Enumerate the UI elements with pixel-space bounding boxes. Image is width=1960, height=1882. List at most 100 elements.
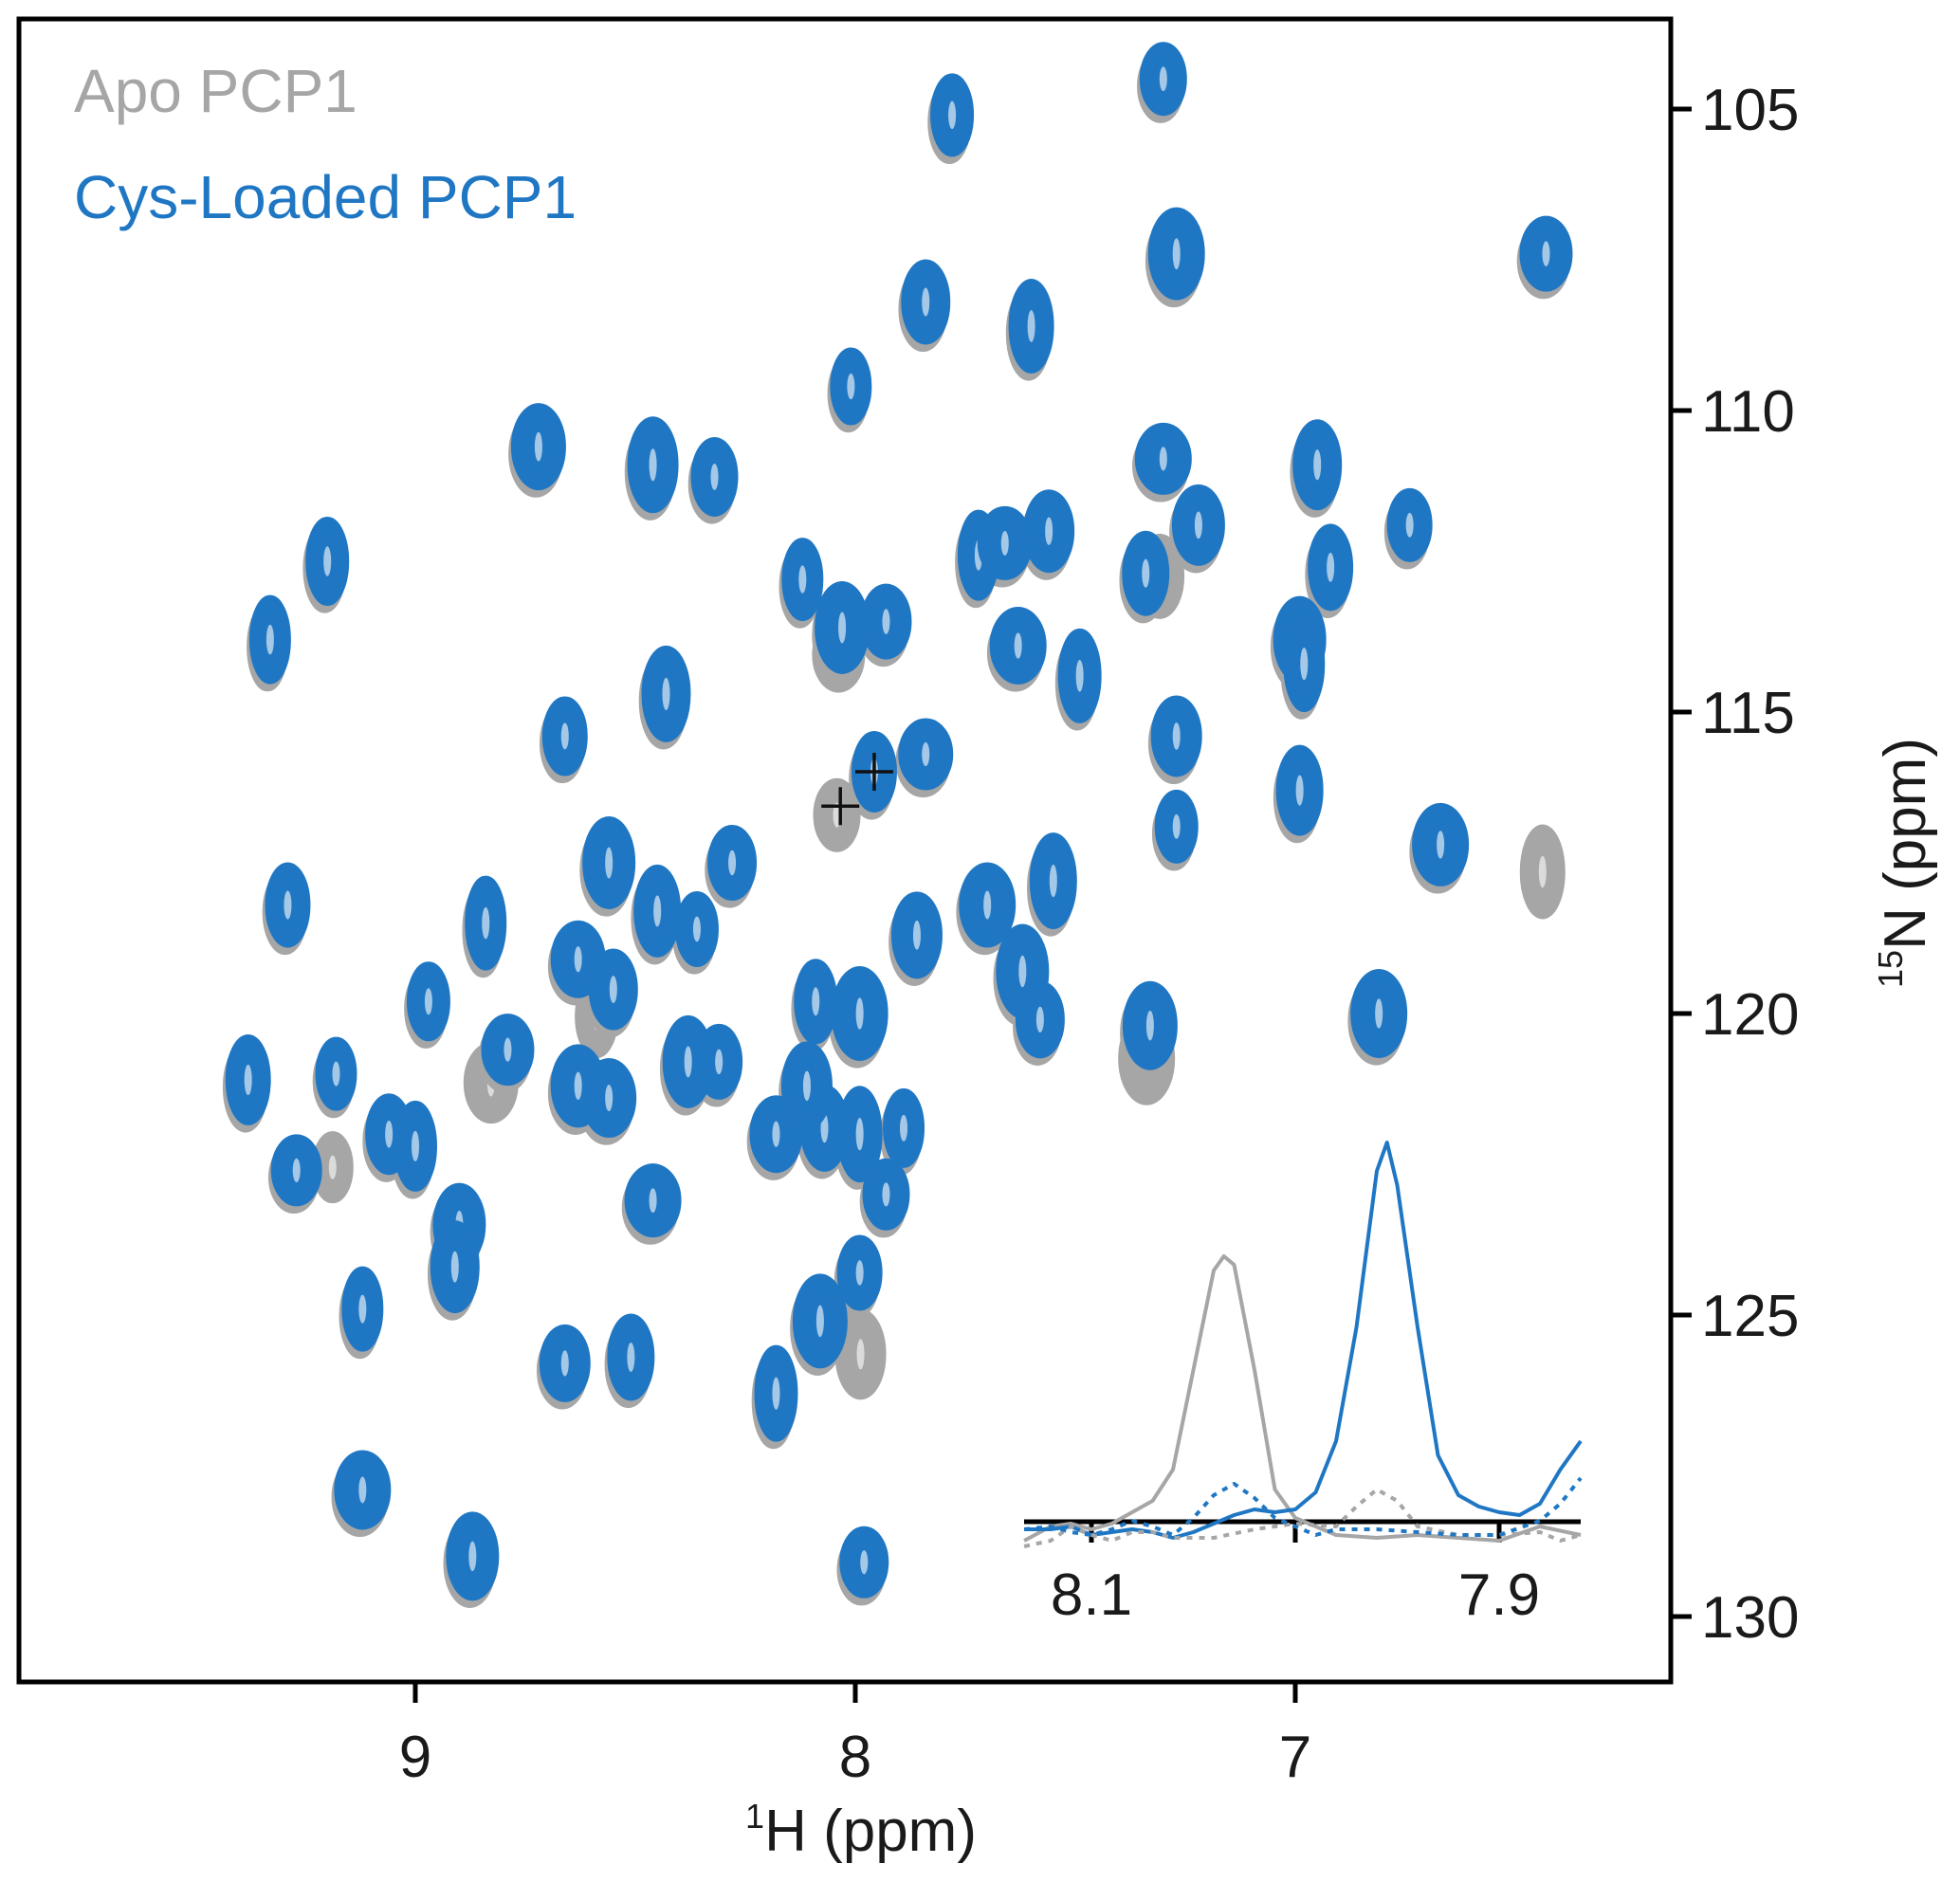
cys-peak	[862, 1158, 910, 1231]
cys-peak	[977, 505, 1033, 580]
peak-center	[728, 850, 737, 876]
peak-center	[649, 448, 657, 482]
contour	[1131, 548, 1161, 598]
cys-peak	[1519, 215, 1573, 292]
peak-center	[1375, 998, 1383, 1029]
y-tick-label: 130	[1701, 1585, 1799, 1651]
contour	[890, 1105, 917, 1152]
peak-center	[772, 1377, 780, 1410]
contour	[1160, 227, 1194, 281]
contour	[759, 1355, 794, 1432]
contour	[1291, 635, 1317, 692]
contour	[836, 976, 883, 1051]
contour	[1127, 990, 1172, 1061]
cys-peak	[1171, 484, 1225, 566]
peak-center	[1159, 66, 1167, 92]
cys-peak	[1154, 789, 1199, 864]
peak-center	[662, 677, 670, 711]
contour	[544, 1332, 586, 1395]
contour	[802, 977, 829, 1027]
peak-center	[847, 373, 855, 400]
peak-center	[815, 1305, 824, 1338]
cys-peak	[1350, 969, 1408, 1058]
peak-center	[266, 624, 274, 655]
cys-peak	[627, 416, 679, 514]
contour	[1362, 987, 1396, 1040]
contour	[791, 1060, 822, 1112]
cys-peak	[836, 1086, 883, 1183]
contour	[1287, 625, 1321, 703]
contour	[833, 356, 868, 417]
peak-center	[332, 1061, 340, 1087]
contour	[612, 1323, 650, 1392]
contour	[1302, 438, 1332, 491]
contour	[1025, 996, 1055, 1043]
contour	[1316, 541, 1345, 593]
contour	[1140, 429, 1186, 487]
contour	[397, 1110, 433, 1182]
cys-peak	[674, 890, 719, 967]
peak-center	[1405, 512, 1414, 538]
peak-center	[560, 722, 569, 750]
contour	[486, 1021, 529, 1079]
contour	[988, 521, 1021, 565]
cys-peak	[839, 1526, 889, 1599]
peak-center	[1172, 722, 1181, 750]
contour	[700, 1032, 739, 1092]
peak-center	[684, 1046, 692, 1078]
contour	[276, 1142, 318, 1199]
contour	[323, 1051, 349, 1096]
y-axis-label-superscript: 15	[1871, 950, 1910, 988]
contour	[319, 1044, 354, 1104]
peak-center	[882, 1182, 890, 1207]
contour	[257, 613, 284, 666]
peak-center	[1327, 552, 1335, 582]
cys-peak	[1412, 802, 1470, 886]
contour	[1020, 988, 1060, 1051]
contour	[695, 445, 734, 509]
contour	[910, 277, 941, 327]
cys-peak	[581, 1058, 637, 1139]
peak-center	[504, 1037, 512, 1062]
contour	[598, 965, 629, 1014]
crosshair-marker	[854, 752, 893, 791]
contour	[549, 1341, 580, 1386]
peak-center	[358, 1476, 367, 1504]
peak-center	[560, 1350, 569, 1377]
peak-center	[1172, 238, 1181, 270]
peak-center	[412, 1130, 419, 1162]
contour	[1525, 224, 1567, 284]
contour	[1038, 852, 1068, 909]
apo-peak	[1519, 824, 1566, 920]
peak-center	[574, 946, 582, 973]
peak-center	[1538, 855, 1547, 888]
cys-peak	[1292, 419, 1343, 511]
peak-center	[922, 741, 930, 767]
contour	[1524, 834, 1561, 909]
peak-center	[922, 287, 930, 317]
contour	[551, 713, 579, 759]
contour	[643, 884, 672, 939]
peak-center	[328, 1155, 337, 1179]
contour	[825, 600, 859, 655]
legend-cys-loaded-pcp1: Cys-Loaded PCP1	[74, 163, 577, 231]
contour	[1311, 533, 1349, 602]
contour	[1028, 498, 1070, 564]
peak-center	[855, 1260, 864, 1286]
contour	[1153, 216, 1200, 291]
cys-peak	[588, 948, 638, 1031]
x-tick-label: 8	[839, 1725, 871, 1790]
y-axis-label-main: N (ppm)	[1873, 738, 1938, 950]
cys-peak	[794, 959, 838, 1045]
contour	[473, 895, 499, 951]
peak-center	[838, 612, 847, 644]
cys-peak	[607, 1313, 655, 1401]
contour	[1530, 231, 1563, 276]
contour	[1285, 763, 1314, 817]
contour	[350, 1284, 376, 1334]
cys-peak	[989, 607, 1047, 685]
peaks-layer	[222, 42, 1573, 1609]
cys-peak	[315, 1036, 357, 1111]
peak-center	[482, 906, 490, 940]
